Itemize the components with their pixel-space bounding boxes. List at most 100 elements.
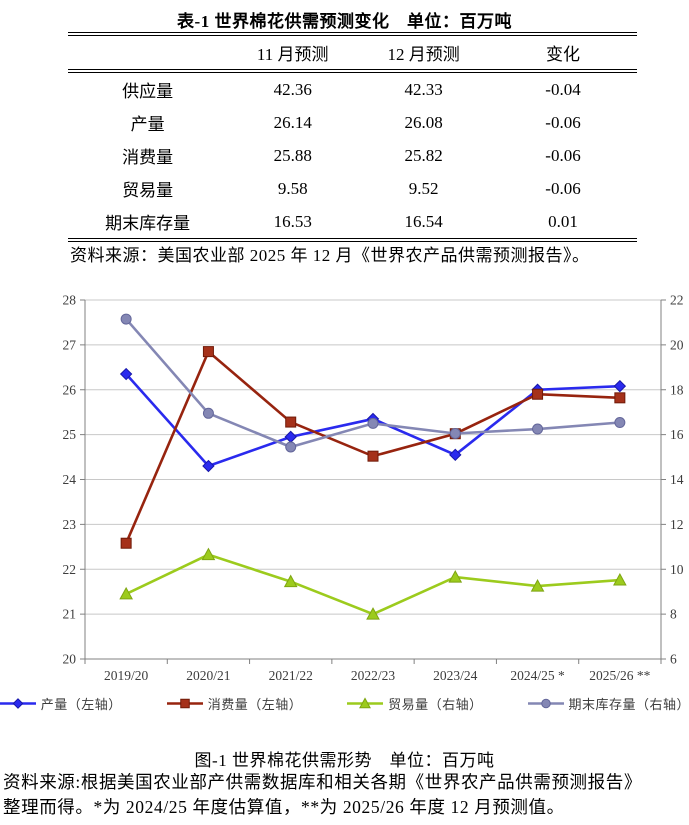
series-point-diamond [613, 379, 627, 393]
header-empty [68, 34, 227, 71]
x-axis-category-label: 2025/26 ** [589, 668, 650, 683]
figure-source-line-2: 整理而得。*为 2024/25 年度估算值，**为 2025/26 年度 12 … [3, 797, 565, 817]
series-point-triangle [366, 607, 380, 620]
figure-caption: 图-1 世界棉花供需形势 单位：百万吨 [194, 751, 495, 770]
cell-value: -0.06 [545, 145, 581, 165]
series-point-square [202, 346, 214, 358]
series-point-circle [285, 441, 297, 453]
series-point-square [367, 450, 379, 462]
cell-value: 9.52 [408, 178, 439, 198]
right-axis-label: 10 [670, 562, 684, 577]
series-point-circle [367, 417, 379, 429]
left-axis-label: 26 [63, 382, 77, 397]
right-axis-label: 8 [670, 607, 677, 622]
cell-value: 9.58 [277, 178, 308, 198]
series-point-triangle [283, 574, 298, 588]
header-change: 变化 [546, 45, 581, 64]
table-header-row: 11 月预测 12 月预测 变化 [68, 34, 637, 71]
series-line [125, 553, 620, 616]
legend-item: 期末库存量（右轴） [527, 694, 689, 713]
right-axis-label: 22 [670, 293, 684, 308]
figure-source-note: 资料来源:根据美国农业部产供需数据库和相关各期《世界农产品供需预测报告》 整理而… [3, 770, 687, 820]
table-row: 期末库存量 16.53 16.54 0.01 [68, 205, 637, 240]
x-axis-category-label: 2020/21 [186, 668, 230, 683]
x-axis-category-label: 2022/23 [351, 668, 396, 683]
right-axis-label: 12 [670, 517, 684, 532]
row-label: 供应量 [122, 82, 174, 101]
series-point-triangle [119, 586, 133, 600]
legend-item: 产量（左轴） [0, 694, 121, 713]
left-axis-label: 24 [63, 472, 77, 487]
row-label: 贸易量 [122, 181, 174, 200]
legend-label: 贸易量（右轴） [388, 697, 483, 712]
cell-value: 42.36 [273, 79, 312, 99]
legend-marker-icon [347, 697, 384, 709]
left-axis-label: 20 [63, 652, 77, 667]
chart-legend: 产量（左轴） 消费量（左轴） 贸易量（右轴） 期末库存量（右轴） [0, 694, 689, 713]
right-axis-label: 20 [670, 337, 684, 352]
left-axis-label: 25 [63, 427, 77, 442]
cell-value: 26.08 [404, 112, 443, 132]
legend-label: 期末库存量（右轴） [568, 697, 689, 712]
series-point-triangle [530, 579, 545, 592]
x-axis-category-label: 2024/25 * [510, 668, 565, 683]
cell-value: 16.54 [404, 211, 443, 231]
left-axis-label: 22 [63, 562, 77, 577]
supply-demand-line-chart: 20 21 22 23 24 25 26 27 28 6 8 10 12 14 16 18 20 22 2019/2… [63, 293, 684, 684]
legend-marker-icon [527, 698, 564, 709]
table-row: 消费量 25.88 25.82 -0.06 [68, 139, 637, 172]
legend-label: 产量（左轴） [40, 697, 122, 712]
series-point-diamond [449, 448, 462, 462]
left-axis-label: 28 [63, 293, 77, 308]
series-point-diamond [119, 367, 133, 381]
right-axis-label: 18 [670, 382, 684, 397]
left-axis-label: 21 [63, 607, 77, 622]
table-row: 供应量 42.36 42.33 -0.04 [68, 71, 637, 106]
table-body: 供应量 42.36 42.33 -0.04 产量 26.14 26.08 -0.06 消费量 25… [68, 71, 637, 240]
series-point-circle [120, 313, 132, 325]
cell-value: 26.14 [273, 112, 312, 132]
series-point-square [120, 537, 132, 549]
legend-item: 消费量（左轴） [167, 694, 303, 713]
legend-marker-icon [167, 698, 203, 709]
series-point-triangle [201, 547, 216, 561]
legend-item: 贸易量（右轴） [347, 694, 483, 713]
series-point-triangle [613, 572, 627, 586]
left-axis-label: 27 [63, 337, 77, 352]
right-axis-label: 16 [670, 427, 684, 442]
table-row: 贸易量 9.58 9.52 -0.06 [68, 172, 637, 205]
x-axis-category-label: 2023/24 [433, 668, 478, 683]
row-label: 产量 [130, 115, 165, 134]
series-point-diamond [202, 459, 215, 473]
series-point-triangle [448, 570, 463, 583]
figure-source-line-1: 资料来源:根据美国农业部产供需数据库和相关各期《世界农产品供需预测报告》 [3, 772, 642, 792]
row-label: 期末库存量 [105, 214, 191, 233]
header-nov-forecast: 11 月预测 [256, 45, 329, 64]
legend-label: 消费量（左轴） [207, 697, 303, 712]
x-axis-category-label: 2019/20 [104, 668, 149, 683]
series-point-square [532, 388, 544, 400]
cell-value: 42.33 [404, 79, 443, 99]
cell-value: -0.06 [545, 178, 581, 198]
header-dec-forecast: 12 月预测 [387, 45, 460, 64]
legend-marker-icon [0, 698, 36, 709]
cell-value: -0.06 [545, 112, 581, 132]
series-point-square [285, 416, 297, 428]
series-line [124, 349, 620, 544]
cell-value: 25.82 [404, 145, 443, 165]
series-point-circle [532, 423, 544, 435]
row-label: 消费量 [122, 148, 174, 167]
table-source-note: 资料来源：美国农业部 2025 年 12 月《世界农产品供需预测报告》。 [70, 246, 590, 265]
cell-value: -0.04 [545, 79, 581, 99]
right-axis-label: 6 [670, 652, 677, 667]
left-axis-label: 23 [63, 517, 77, 532]
right-axis-label: 14 [670, 472, 684, 487]
cell-value: 16.53 [273, 211, 312, 231]
series-point-circle [449, 428, 461, 440]
series-point-square [614, 392, 626, 404]
x-axis-category-label: 2021/22 [269, 668, 313, 683]
table-title: 表-1 世界棉花供需预测变化 单位：百万吨 [177, 12, 512, 31]
series-point-diamond [284, 430, 297, 444]
cell-value: 0.01 [548, 211, 578, 231]
